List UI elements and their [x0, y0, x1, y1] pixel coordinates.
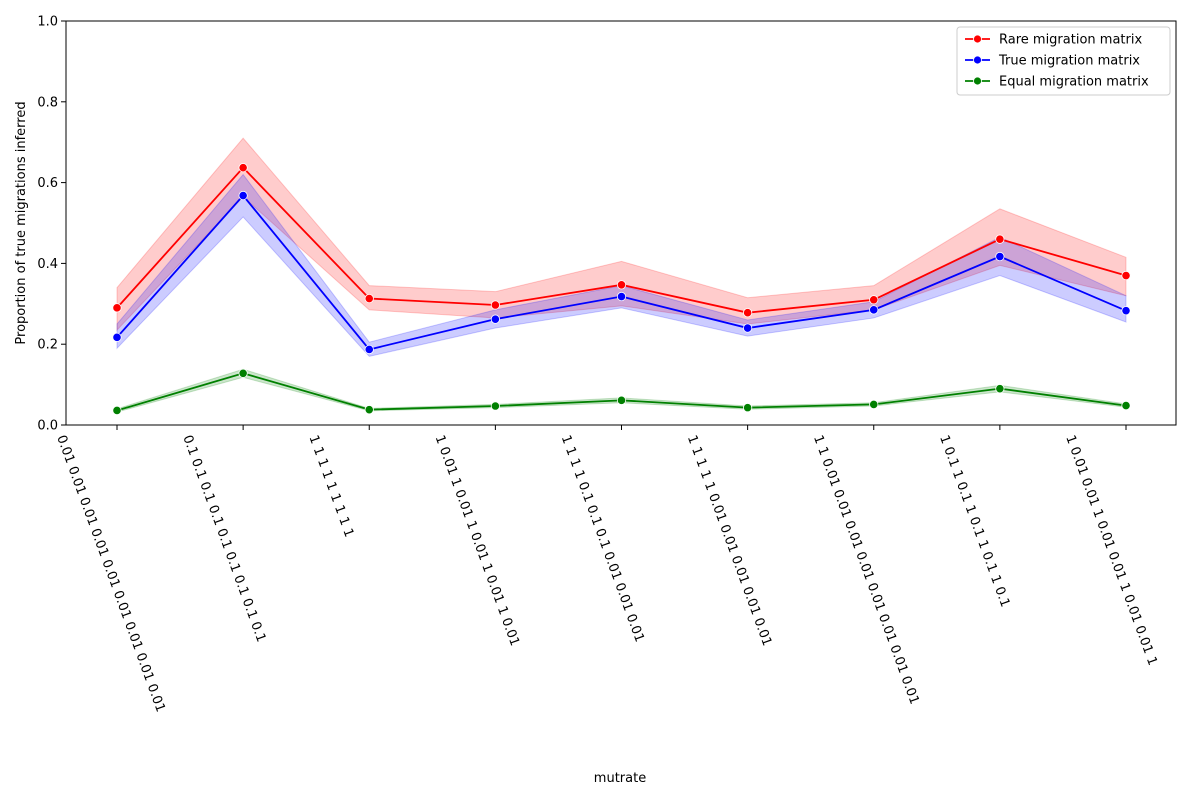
data-point [490, 300, 500, 310]
data-point [995, 384, 1005, 394]
y-tick-label: 0.0 [37, 419, 58, 434]
x-tick-label: 0.01 0.01 0.01 0.01 0.01 0.01 0.01 0.01 … [53, 433, 168, 714]
confidence-band-2 [116, 368, 1127, 413]
y-tick-label: 0.8 [37, 95, 58, 110]
data-point [238, 163, 248, 173]
y-tick-label: 0.2 [37, 338, 58, 353]
data-point [616, 280, 627, 290]
data-point [743, 403, 753, 413]
y-tick-label: 0.4 [37, 257, 58, 272]
y-tick-label: 0.6 [37, 176, 58, 191]
data-point [238, 368, 248, 378]
data-point [112, 303, 122, 313]
legend-entry: Equal migration matrix [999, 75, 1149, 90]
data-point [995, 251, 1005, 262]
x-tick-label: 0.1 0.1 0.1 0.1 0.1 0.1 0.1 0.1 0.1 [179, 433, 268, 644]
data-point [238, 190, 248, 201]
legend-entry: Rare migration matrix [999, 33, 1142, 48]
x-axis-label: mutrate [594, 771, 646, 786]
x-tick-label: 1 0.1 1 0.1 1 0.1 1 0.1 1 0.1 [936, 433, 1012, 609]
data-point [616, 395, 627, 405]
data-point [364, 405, 374, 415]
data-point [743, 323, 753, 333]
data-point [869, 399, 879, 409]
data-point [364, 293, 374, 304]
y-axis-label: Proportion of true migrations inferred [14, 101, 29, 344]
y-axis: 0.0 0.2 0.4 0.6 0.8 1.0 [37, 15, 66, 434]
data-point [490, 401, 500, 411]
legend-marker [973, 55, 982, 65]
data-point [1121, 270, 1131, 281]
x-tick-label: 1 1 1 1 1 1 1 1 1 [305, 433, 356, 539]
x-tick-label: 1 1 1 1 0.1 0.1 0.1 0.01 0.01 0.01 [558, 433, 647, 644]
x-tick-label: 1 1 0.01 0.01 0.01 0.01 0.01 0.01 0.01 0… [810, 433, 922, 706]
data-point [364, 344, 374, 355]
x-tick-label: 1 0.01 0.01 1 0.01 0.01 1 0.01 0.01 1 [1062, 433, 1160, 667]
legend: Rare migration matrix True migration matr… [956, 26, 1171, 96]
data-point [743, 308, 753, 318]
data-point [112, 332, 122, 342]
data-point [1121, 306, 1131, 316]
data-point [616, 291, 627, 302]
data-point [490, 314, 500, 324]
confidence-bands [116, 137, 1127, 413]
confidence-band-0 [116, 137, 1127, 332]
data-point [112, 405, 122, 416]
data-point [869, 305, 879, 315]
legend-marker [973, 76, 982, 86]
data-point [1121, 401, 1131, 411]
x-tick-label: 1 1 1 1 1 0.01 0.01 0.01 0.01 0.01 [684, 433, 774, 648]
y-tick-label: 1.0 [37, 15, 58, 30]
x-axis: 0.01 0.01 0.01 0.01 0.01 0.01 0.01 0.01 … [53, 425, 1160, 714]
legend-box [956, 26, 1171, 96]
data-point [995, 234, 1005, 244]
series-points [112, 163, 1131, 416]
x-tick-label: 1 0.01 1 0.01 1 0.01 1 0.01 1 0.01 [432, 433, 522, 648]
data-point [869, 295, 879, 305]
legend-entry: True migration matrix [998, 54, 1140, 69]
legend-marker [973, 34, 982, 44]
